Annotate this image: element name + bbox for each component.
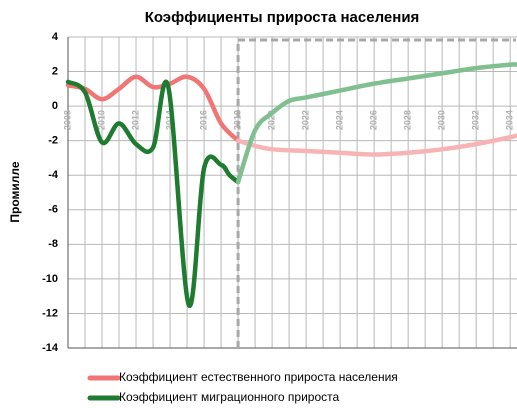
y-axis-label: Промилле	[8, 161, 22, 222]
y-tick-label: -4	[48, 169, 59, 181]
y-tick-label: 4	[52, 31, 59, 43]
chart-title: Коэффициенты прироста населения	[145, 9, 420, 26]
x-tick-label: 2012	[130, 110, 140, 130]
legend-label: Коэффициент естественного прироста насел…	[119, 370, 398, 384]
y-tick-label: -6	[48, 204, 58, 216]
x-tick-label: 2026	[369, 110, 379, 130]
x-tick-label: 2020	[266, 110, 276, 130]
x-tick-label: 2008	[62, 110, 72, 130]
y-tick-label: -14	[42, 342, 59, 354]
x-tick-label: 2016	[198, 110, 208, 130]
y-tick-label: -8	[48, 238, 58, 250]
y-tick-label: 0	[52, 100, 58, 112]
legend-label: Коэффициент миграционного прироста	[119, 390, 340, 404]
x-tick-label: 2022	[300, 110, 310, 130]
y-tick-label: -2	[48, 135, 58, 147]
y-tick-label: -10	[42, 273, 58, 285]
x-tick-label: 2018	[232, 110, 242, 130]
y-tick-label: -12	[42, 307, 58, 319]
x-tick-label: 2032	[471, 110, 481, 130]
forecast-box	[236, 38, 516, 348]
x-tick-label: 2014	[164, 110, 174, 130]
series-line	[235, 133, 517, 157]
series-line	[235, 62, 517, 185]
x-tick-label: 2010	[96, 110, 106, 130]
series-line	[65, 74, 241, 143]
x-tick-label: 2024	[334, 110, 344, 130]
series-line	[65, 79, 241, 308]
y-tick-label: 2	[52, 65, 58, 77]
x-tick-label: 2034	[505, 110, 515, 130]
x-tick-label: 2030	[437, 110, 447, 130]
x-tick-label: 2028	[403, 110, 413, 130]
